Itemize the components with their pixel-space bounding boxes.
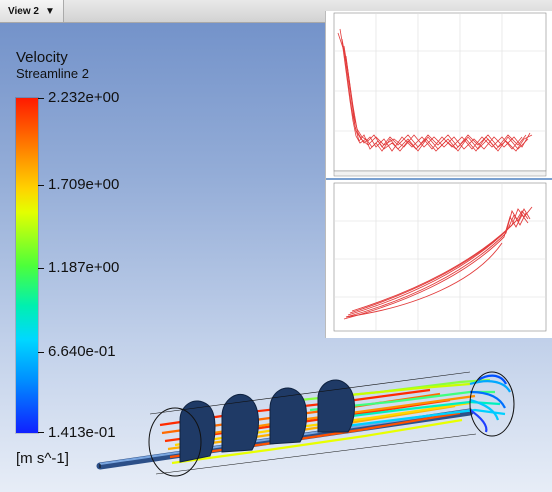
legend-tick-label: 2.232e+00	[48, 89, 120, 106]
legend-subtitle: Streamline 2	[16, 66, 89, 81]
top-chart-series	[337, 28, 533, 152]
monitor-charts-svg	[326, 12, 552, 332]
bottom-chart-series	[343, 206, 533, 320]
legend-tick-label: 6.640e-01	[48, 343, 116, 360]
legend-tick-mark	[38, 98, 44, 99]
housing-edge-top	[149, 371, 471, 415]
legend-tick-label: 1.709e+00	[48, 176, 120, 193]
housing-edge-bottom	[155, 433, 477, 475]
view-selector-tab[interactable]: View 2 ▼	[0, 0, 64, 22]
legend-units: [m s^-1]	[16, 450, 69, 467]
top-chart-xaxis	[333, 170, 547, 177]
legend-tick-label: 1.413e-01	[48, 424, 116, 441]
color-legend-bar	[16, 98, 38, 433]
legend-title: Velocity	[16, 49, 68, 66]
inlet-cap	[148, 407, 202, 477]
legend-tick-mark	[38, 432, 44, 433]
legend-tick-mark	[38, 268, 44, 269]
legend-tick-mark	[38, 352, 44, 353]
top-chart-frame	[333, 12, 547, 172]
outlet-cap	[469, 371, 515, 437]
legend-tick-label: 1.187e+00	[48, 259, 120, 276]
legend-tick-mark	[38, 185, 44, 186]
screw-flights	[179, 379, 355, 463]
bottom-chart-frame	[333, 182, 547, 332]
bottom-chart-grid	[334, 183, 546, 331]
dropdown-arrow-icon[interactable]: ▼	[44, 5, 55, 17]
view-tab-label: View 2	[8, 5, 39, 17]
monitor-chart-panel	[325, 11, 552, 338]
